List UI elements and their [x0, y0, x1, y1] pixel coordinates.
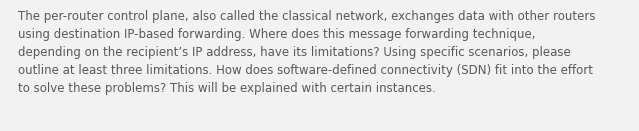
- Text: The per-router control plane, also called the classical network, exchanges data : The per-router control plane, also calle…: [18, 10, 596, 95]
